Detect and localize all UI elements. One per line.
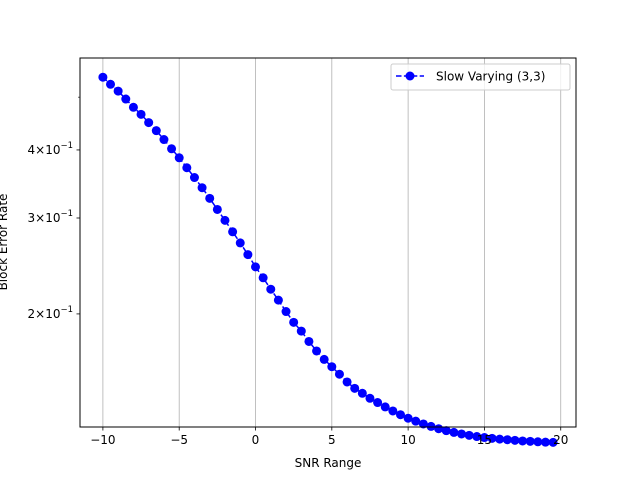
x-tick-label: 5 <box>328 433 336 447</box>
series-line <box>102 76 554 444</box>
data-point <box>167 144 177 154</box>
data-point <box>434 424 444 434</box>
data-point <box>197 183 207 193</box>
data-point <box>365 393 375 403</box>
data-point <box>304 336 314 346</box>
y-axis-ticks: 2×10−1 3×10−1 4×10−1 <box>28 96 80 321</box>
data-point <box>525 436 535 446</box>
x-tick-label: 0 <box>252 433 260 447</box>
axes-frame <box>79 57 577 428</box>
data-point <box>136 109 146 119</box>
data-point <box>388 406 398 416</box>
data-point <box>518 436 528 446</box>
legend: Slow Varying (3,3) <box>390 63 571 91</box>
data-point <box>128 102 138 112</box>
legend-marker-sample <box>405 71 415 81</box>
data-point <box>258 273 268 283</box>
x-tick-label: 10 <box>400 433 415 447</box>
data-point <box>235 238 245 248</box>
data-point <box>266 284 276 294</box>
data-point <box>189 173 199 183</box>
data-point <box>289 317 299 327</box>
data-point <box>342 377 352 387</box>
legend-label: Slow Varying (3,3) <box>436 70 545 84</box>
data-point <box>251 262 261 272</box>
data-point <box>472 432 482 442</box>
data-point <box>243 250 253 260</box>
y-tick-label: 3×10−1 <box>28 209 74 225</box>
data-point <box>403 413 413 423</box>
data-point <box>121 94 131 104</box>
data-point <box>228 227 238 237</box>
data-point <box>350 383 360 393</box>
data-point <box>418 419 428 429</box>
data-point <box>106 79 116 89</box>
data-point <box>479 433 489 443</box>
x-axis-ticks: −10 −5 0 5 10 15 20 <box>90 427 568 447</box>
data-point <box>495 434 505 444</box>
data-point <box>426 421 436 431</box>
x-tick-label: −10 <box>90 433 115 447</box>
legend-box <box>390 63 571 91</box>
data-point <box>151 126 161 136</box>
data-point <box>395 410 405 420</box>
x-axis-label: SNR Range <box>295 456 362 470</box>
data-point <box>334 369 344 379</box>
data-point <box>319 354 329 364</box>
series-layer <box>98 72 558 447</box>
y-tick-label: 2×10−1 <box>28 305 74 321</box>
data-point <box>357 388 367 398</box>
data-point <box>510 435 520 445</box>
data-point <box>98 72 108 82</box>
data-point <box>380 402 390 412</box>
x-tick-label: 15 <box>477 433 492 447</box>
data-point <box>502 435 512 445</box>
y-axis-label: Block Error Rate <box>0 194 10 291</box>
data-point <box>212 204 222 214</box>
data-point <box>281 307 291 317</box>
data-point <box>548 437 558 447</box>
data-point <box>312 346 322 356</box>
data-point <box>220 215 230 225</box>
data-point <box>487 433 497 443</box>
data-point <box>540 437 550 447</box>
y-tick-label: 4×10−1 <box>28 141 74 157</box>
data-point <box>296 326 306 336</box>
data-point <box>174 153 184 163</box>
x-tick-label: −5 <box>170 433 188 447</box>
data-point <box>457 429 467 439</box>
data-point <box>373 398 383 408</box>
data-point <box>464 430 474 440</box>
data-point <box>205 193 215 203</box>
data-point <box>449 427 459 437</box>
data-point <box>113 86 123 96</box>
data-point <box>327 362 337 372</box>
x-tick-label: 20 <box>553 433 568 447</box>
data-point <box>159 135 169 145</box>
data-point <box>441 426 451 436</box>
data-point <box>273 295 283 305</box>
x-gridlines <box>102 58 562 427</box>
data-point <box>411 416 421 426</box>
data-point <box>182 163 192 173</box>
data-point <box>144 118 154 128</box>
plot-area <box>80 58 576 427</box>
data-point <box>533 437 543 447</box>
